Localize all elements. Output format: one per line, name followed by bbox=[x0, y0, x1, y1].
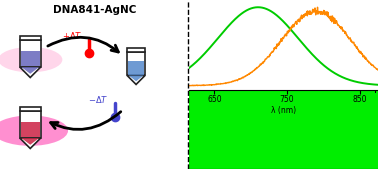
Ellipse shape bbox=[0, 47, 62, 72]
Polygon shape bbox=[127, 75, 145, 84]
Bar bbox=[20, 36, 41, 40]
Text: $-\Delta T$: $-\Delta T$ bbox=[88, 94, 108, 105]
Bar bbox=[20, 40, 41, 67]
Bar bbox=[20, 107, 41, 111]
Bar bbox=[128, 61, 144, 75]
Bar bbox=[21, 122, 40, 137]
Bar bbox=[21, 51, 40, 66]
Bar bbox=[127, 49, 145, 52]
Ellipse shape bbox=[0, 115, 68, 146]
Text: DNA841-AgNC: DNA841-AgNC bbox=[53, 5, 136, 15]
Polygon shape bbox=[21, 67, 39, 74]
Bar bbox=[127, 52, 145, 75]
Polygon shape bbox=[20, 138, 41, 149]
Polygon shape bbox=[21, 138, 39, 145]
Polygon shape bbox=[20, 67, 41, 78]
Text: $+\Delta T$: $+\Delta T$ bbox=[62, 30, 82, 41]
Bar bbox=[20, 111, 41, 138]
Polygon shape bbox=[129, 75, 144, 81]
